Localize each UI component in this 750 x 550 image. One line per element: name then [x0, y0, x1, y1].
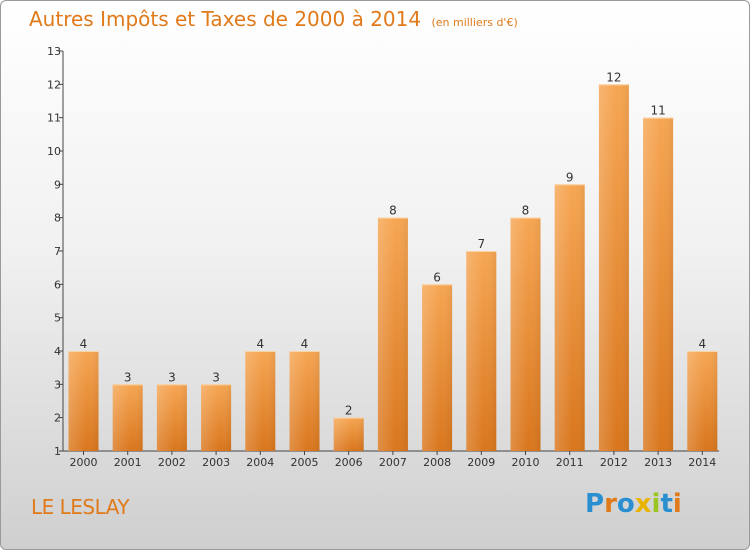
x-tick-label-2014: 2014 — [688, 456, 716, 469]
data-label-2009: 7 — [477, 237, 485, 251]
x-tick-label-2008: 2008 — [423, 456, 451, 469]
bars — [68, 84, 718, 452]
y-tick-label: 5 — [54, 312, 61, 325]
bar-shade-2008 — [422, 284, 453, 451]
x-tick-label-2000: 2000 — [70, 456, 98, 469]
bar-shade-2000 — [68, 351, 99, 451]
data-label-2006: 2 — [345, 404, 353, 418]
y-tick-label: 3 — [54, 378, 61, 391]
bar-shade-2005 — [289, 351, 320, 451]
proxiti-logo: Proxiti — [585, 489, 682, 519]
bar-shade-2012 — [598, 84, 629, 451]
data-label-2011: 9 — [566, 170, 574, 184]
bar-shade-2010 — [510, 217, 541, 451]
data-label-2000: 4 — [80, 337, 88, 351]
y-tick-label: 2 — [54, 412, 61, 425]
x-tick-label-2011: 2011 — [556, 456, 584, 469]
x-tick-label-2006: 2006 — [335, 456, 363, 469]
data-label-2012: 12 — [606, 70, 621, 84]
data-label-2013: 11 — [650, 104, 665, 118]
x-tick-label-2004: 2004 — [246, 456, 274, 469]
place-label: LE LESLAY — [31, 495, 130, 519]
logo-letter: P — [585, 489, 605, 519]
logo-letter: i — [672, 489, 682, 519]
y-tick-label: 12 — [47, 78, 61, 91]
data-label-2004: 4 — [256, 337, 264, 351]
x-tick-label-2013: 2013 — [644, 456, 672, 469]
data-label-2001: 3 — [124, 370, 132, 384]
x-tick-label-2009: 2009 — [467, 456, 495, 469]
bar-shade-2006 — [333, 417, 364, 451]
bar-shade-2003 — [201, 384, 232, 451]
chart-title: Autres Impôts et Taxes de 2000 à 2014 (e… — [29, 7, 518, 31]
bar-shade-2011 — [554, 184, 585, 452]
bar-shade-2004 — [245, 351, 276, 451]
y-tick-label: 8 — [54, 212, 61, 225]
x-tick-label-2005: 2005 — [291, 456, 319, 469]
y-tick-label: 13 — [47, 45, 61, 58]
data-label-2010: 8 — [522, 204, 530, 218]
logo-letter: r — [604, 489, 617, 519]
y-tick-label: 7 — [54, 245, 61, 258]
data-label-2008: 6 — [433, 270, 441, 284]
chart-unit-label: (en milliers d'€) — [431, 16, 518, 29]
y-tick-label: 1 — [54, 445, 61, 458]
data-label-2007: 8 — [389, 204, 397, 218]
y-tick-label: 9 — [54, 178, 61, 191]
bar-shade-2002 — [156, 384, 187, 451]
x-tick-label-2003: 2003 — [202, 456, 230, 469]
y-tick-label: 10 — [47, 145, 61, 158]
chart-title-main: Autres Impôts et Taxes de 2000 à 2014 — [29, 7, 422, 31]
y-tick-label: 4 — [54, 345, 61, 358]
y-tick-label: 11 — [47, 112, 61, 125]
bar-shade-2014 — [687, 351, 718, 451]
bar-shade-2009 — [466, 251, 497, 451]
data-label-2014: 4 — [698, 337, 706, 351]
data-label-2005: 4 — [301, 337, 309, 351]
logo-letter: i — [651, 489, 661, 519]
logo-letter: o — [616, 489, 635, 519]
data-label-2003: 3 — [212, 370, 220, 384]
bar-shade-2013 — [643, 117, 674, 452]
x-tick-label-2010: 2010 — [512, 456, 540, 469]
bar-shade-2007 — [377, 217, 408, 451]
y-tick-label: 6 — [54, 278, 61, 291]
bar-shade-2001 — [112, 384, 143, 451]
logo-letter: t — [660, 489, 673, 519]
x-tick-label-2012: 2012 — [600, 456, 628, 469]
x-tick-label-2007: 2007 — [379, 456, 407, 469]
x-tick-label-2002: 2002 — [158, 456, 186, 469]
labels: 4 2000 3 2001 3 2002 3 2003 4 2004 4 2005 2 2006 8 2007… — [70, 70, 717, 469]
logo-letter: x — [634, 489, 652, 519]
data-label-2002: 3 — [168, 370, 176, 384]
x-tick-label-2001: 2001 — [114, 456, 142, 469]
